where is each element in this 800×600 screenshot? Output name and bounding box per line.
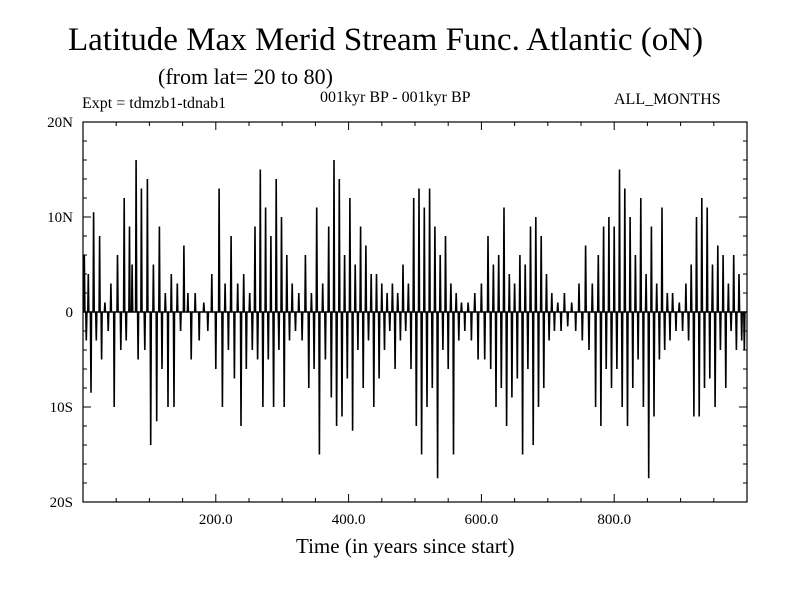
period-label: 001kyr BP - 001kyr BP — [320, 89, 471, 106]
x-tick-label: 800.0 — [597, 512, 631, 528]
x-tick-label: 600.0 — [465, 512, 499, 528]
x-tick-label: 400.0 — [332, 512, 366, 528]
y-tick-label: 10S — [50, 400, 73, 416]
plot-frame — [82, 121, 748, 503]
y-tick-label: 10N — [47, 210, 73, 226]
series-layer — [83, 159, 747, 479]
axis-ticks: 200.0 400.0 600.0 800.0 20N 10N 0 10S 20S — [47, 115, 747, 528]
y-tick-label: 0 — [66, 305, 74, 321]
season-label: ALL_MONTHS — [614, 91, 721, 108]
experiment-label: Expt = tdmzb1-tdnab1 — [82, 95, 227, 112]
series-line-0 — [83, 159, 747, 479]
x-tick-label: 200.0 — [199, 512, 233, 528]
y-tick-label: 20N — [47, 115, 73, 131]
y-tick-label: 20S — [50, 495, 73, 511]
chart-subtitle: (from lat= 20 to 80) — [158, 64, 333, 89]
x-axis-label: Time (in years since start) — [296, 534, 515, 558]
chart-title: Latitude Max Merid Stream Func. Atlantic… — [68, 22, 704, 58]
